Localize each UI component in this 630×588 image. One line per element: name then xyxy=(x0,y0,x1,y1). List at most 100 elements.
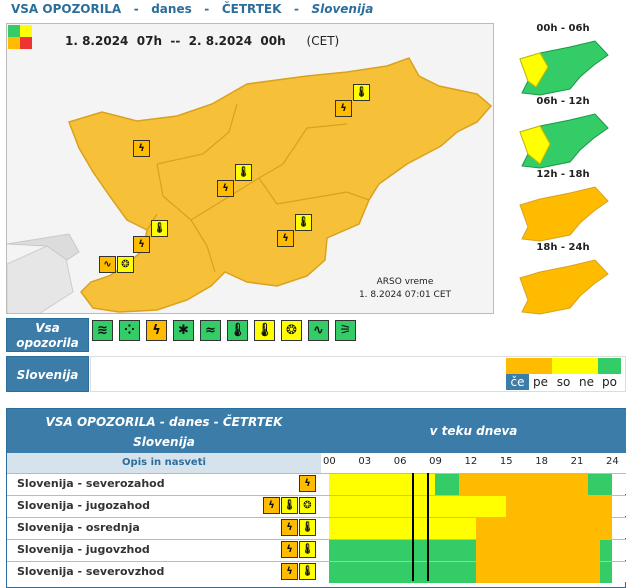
day-level-swatch[interactable] xyxy=(506,358,529,374)
map-thunderstorm-icon[interactable]: ϟ xyxy=(133,140,150,157)
timeline-segment xyxy=(435,474,459,495)
current-time-line xyxy=(411,473,414,581)
row-warning-icon[interactable]: 🌡 xyxy=(299,519,316,536)
thunderstorm-icon[interactable]: ϟ xyxy=(146,320,167,341)
region-border xyxy=(258,177,370,205)
table-row[interactable]: Slovenija - severovzhod ϟ 🌡 xyxy=(7,561,626,583)
timeline-segment xyxy=(329,496,506,517)
hour-tick: 06 xyxy=(393,456,407,467)
timeline-segment xyxy=(600,540,612,561)
timeline-segment xyxy=(476,540,489,561)
hour-tick: 09 xyxy=(429,456,442,467)
row-warning-icon[interactable]: 🌡 xyxy=(281,497,298,514)
hour-tick: 18 xyxy=(535,456,548,467)
mini-map-18-24[interactable]: 18h - 24h xyxy=(500,242,626,315)
table-row[interactable]: Slovenija - severozahod ϟ xyxy=(7,473,626,495)
day-level-swatch[interactable] xyxy=(575,358,598,374)
legend-green-swatch xyxy=(8,25,20,37)
row-warning-icon[interactable]: 🌡 xyxy=(299,541,316,558)
timeline-segment xyxy=(458,474,589,495)
day-tab-saturday[interactable]: so xyxy=(556,375,571,389)
day-tab-friday[interactable]: pe xyxy=(533,375,548,389)
hour-tick: 00 xyxy=(323,456,336,467)
header-day[interactable]: danes xyxy=(151,2,192,16)
hour-tick: 12 xyxy=(464,456,478,467)
timeline-segment xyxy=(600,562,612,583)
mini-map-12-18[interactable]: 12h - 18h xyxy=(500,169,626,242)
day-tab-thursday[interactable]: če xyxy=(506,374,529,390)
coastal-icon[interactable]: ∿ xyxy=(308,320,329,341)
region-border xyxy=(156,123,348,221)
row-warning-icon[interactable]: ϟ xyxy=(299,475,316,492)
temperature-low-icon[interactable]: 🌡 xyxy=(227,320,248,341)
header-separator: - xyxy=(133,2,139,16)
header-region: Slovenija xyxy=(311,2,374,16)
hour-tick: 24 xyxy=(606,456,619,467)
hour-ticks: 00 03 06 09 12 15 18 21 24 xyxy=(321,453,626,473)
mini-map-00-06[interactable]: 00h - 06h xyxy=(500,23,626,96)
map-fire-icon[interactable]: ❂ xyxy=(117,256,134,273)
hour-tick: 15 xyxy=(499,456,513,467)
timeline-segment xyxy=(488,518,612,539)
row-warning-icon[interactable]: ϟ xyxy=(281,541,298,558)
map-temperature-icon[interactable]: 🌡 xyxy=(235,164,252,181)
table-row[interactable]: Slovenija - jugovzhod ϟ 🌡 xyxy=(7,539,626,561)
slovenia-shape xyxy=(68,57,493,313)
table-row[interactable]: Slovenija - osrednja ϟ 🌡 xyxy=(7,517,626,539)
row-region-name[interactable]: Slovenija - osrednja xyxy=(17,521,140,534)
map-wave-icon[interactable]: ∿ xyxy=(99,256,116,273)
types-label: Vsa opozorila xyxy=(6,318,89,352)
timeline-segment xyxy=(505,496,612,517)
fog-icon[interactable]: ≈ xyxy=(200,320,221,341)
mini-map-06-12[interactable]: 06h - 12h xyxy=(500,96,626,169)
warning-types-row: ≋ ⁘ ϟ ✱ ≈ 🌡 🌡 ❂ ∿ ⚞ xyxy=(90,318,626,350)
row-warning-icon[interactable]: 🌡 xyxy=(299,563,316,580)
day-level-swatch[interactable] xyxy=(529,358,552,374)
wind-icon[interactable]: ≋ xyxy=(92,320,113,341)
row-warning-icon[interactable]: ϟ xyxy=(281,519,298,536)
timeline-segment xyxy=(476,562,489,583)
timeline-segment xyxy=(329,540,477,561)
map-temperature-icon[interactable]: 🌡 xyxy=(295,214,312,231)
neighbour-land-shape xyxy=(7,233,80,261)
header-separator: - xyxy=(204,2,210,16)
warnings-table: VSA OPOZORILA - danes - ČETRTEK Slovenija… xyxy=(6,408,626,588)
map-temperature-icon[interactable]: 🌡 xyxy=(353,84,370,101)
row-region-name[interactable]: Slovenija - severozahod xyxy=(17,477,165,490)
row-region-name[interactable]: Slovenija - severovzhod xyxy=(17,565,165,578)
map-thunderstorm-icon[interactable]: ϟ xyxy=(217,180,234,197)
row-warning-icon[interactable]: ϟ xyxy=(281,563,298,580)
current-time-line xyxy=(426,473,429,581)
rain-icon[interactable]: ⁘ xyxy=(119,320,140,341)
map-temperature-icon[interactable]: 🌡 xyxy=(151,220,168,237)
legend-orange-swatch xyxy=(8,37,20,49)
temperature-high-icon[interactable]: 🌡 xyxy=(254,320,275,341)
row-region-name[interactable]: Slovenija - jugovzhod xyxy=(17,543,150,556)
day-level-swatch[interactable] xyxy=(598,358,621,374)
timeline-segment xyxy=(488,540,601,561)
map-thunderstorm-icon[interactable]: ϟ xyxy=(277,230,294,247)
main-warning-map[interactable]: 1. 8.2024 07h -- 2. 8.2024 00h (CET) ϟ ϟ… xyxy=(6,23,494,314)
avalanche-icon[interactable]: ⚞ xyxy=(335,320,356,341)
forecast-period: 1. 8.2024 07h -- 2. 8.2024 00h (CET) xyxy=(65,34,340,48)
header-title: VSA OPOZORILA xyxy=(11,2,122,16)
header-separator: - xyxy=(293,2,299,16)
row-warning-icon[interactable]: ϟ xyxy=(263,497,280,514)
day-level-swatch[interactable] xyxy=(552,358,575,374)
table-row[interactable]: Slovenija - jugozahod ϟ 🌡 ❂ xyxy=(7,495,626,517)
map-thunderstorm-icon[interactable]: ϟ xyxy=(133,236,150,253)
day-tab-sunday[interactable]: ne xyxy=(579,375,594,389)
header-weekday: ČETRTEK xyxy=(221,2,282,16)
row-region-name[interactable]: Slovenija - jugozahod xyxy=(17,499,151,512)
snow-icon[interactable]: ✱ xyxy=(173,320,194,341)
table-desc-header[interactable]: Opis in nasveti xyxy=(7,453,321,473)
hour-tick: 03 xyxy=(358,456,372,467)
row-warning-icon[interactable]: ❂ xyxy=(299,497,316,514)
table-timeline-header: v teku dneva xyxy=(321,409,626,453)
day-tab-monday[interactable]: po xyxy=(602,375,617,389)
timeline-segment xyxy=(329,562,477,583)
table-title: VSA OPOZORILA - danes - ČETRTEK Slovenija xyxy=(7,409,321,453)
hour-tick: 21 xyxy=(570,456,584,467)
fire-icon[interactable]: ❂ xyxy=(281,320,302,341)
map-thunderstorm-icon[interactable]: ϟ xyxy=(335,100,352,117)
